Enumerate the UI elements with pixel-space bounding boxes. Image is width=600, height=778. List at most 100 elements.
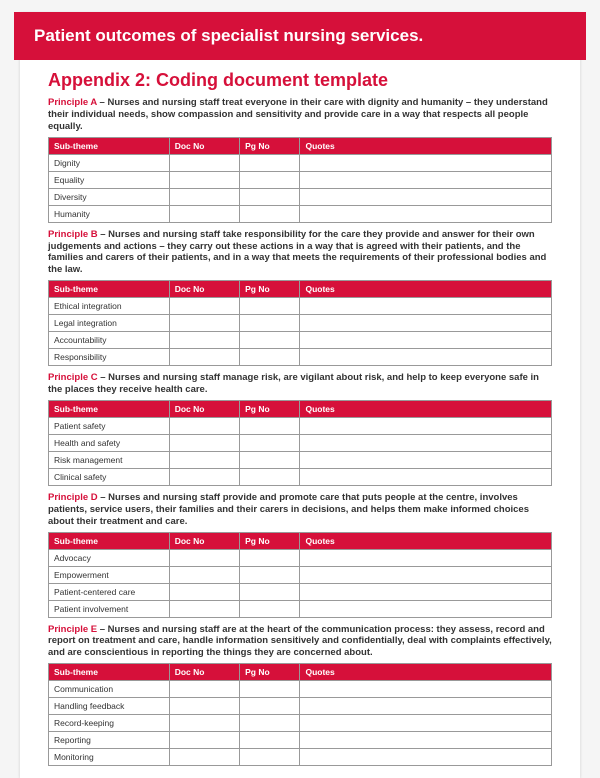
empty-cell [240, 451, 300, 468]
empty-cell [300, 749, 552, 766]
empty-cell [300, 732, 552, 749]
principle-blurb: Principle E – Nurses and nursing staff a… [48, 624, 552, 660]
empty-cell [240, 171, 300, 188]
table-row: Patient-centered care [49, 583, 552, 600]
subtheme-cell: Advocacy [49, 549, 170, 566]
empty-cell [169, 600, 239, 617]
principle-text: – Nurses and nursing staff are at the he… [48, 624, 552, 659]
principle-name: Principle D [48, 492, 98, 503]
page-banner: Patient outcomes of specialist nursing s… [14, 12, 586, 60]
empty-cell [300, 332, 552, 349]
table-header-cell: Sub-theme [49, 400, 170, 417]
empty-cell [169, 583, 239, 600]
empty-cell [169, 451, 239, 468]
table-header-cell: Pg No [240, 532, 300, 549]
subtheme-cell: Empowerment [49, 566, 170, 583]
empty-cell [240, 566, 300, 583]
table-row: Monitoring [49, 749, 552, 766]
subtheme-cell: Risk management [49, 451, 170, 468]
empty-cell [300, 566, 552, 583]
subtheme-cell: Reporting [49, 732, 170, 749]
principle-name: Principle E [48, 624, 97, 635]
table-row: Equality [49, 171, 552, 188]
content-area: Appendix 2: Coding document template Pri… [20, 70, 580, 766]
principle-blurb: Principle C – Nurses and nursing staff m… [48, 372, 552, 396]
empty-cell [240, 154, 300, 171]
table-header-cell: Pg No [240, 281, 300, 298]
table-header-cell: Doc No [169, 137, 239, 154]
table-row: Humanity [49, 205, 552, 222]
table-header-cell: Sub-theme [49, 532, 170, 549]
principle-blurb: Principle D – Nurses and nursing staff p… [48, 492, 552, 528]
empty-cell [169, 171, 239, 188]
empty-cell [169, 468, 239, 485]
empty-cell [300, 583, 552, 600]
empty-cell [300, 417, 552, 434]
principle-text: – Nurses and nursing staff provide and p… [48, 492, 529, 527]
principle-name: Principle C [48, 372, 98, 383]
principles-list: Principle A – Nurses and nursing staff t… [48, 97, 552, 766]
empty-cell [240, 549, 300, 566]
empty-cell [240, 349, 300, 366]
table-header-cell: Pg No [240, 664, 300, 681]
appendix-title: Appendix 2: Coding document template [48, 70, 552, 91]
empty-cell [300, 188, 552, 205]
table-header-cell: Doc No [169, 400, 239, 417]
empty-cell [240, 600, 300, 617]
principle-table: Sub-themeDoc NoPg NoQuotesEthical integr… [48, 280, 552, 366]
table-row: Patient involvement [49, 600, 552, 617]
subtheme-cell: Communication [49, 681, 170, 698]
subtheme-cell: Patient-centered care [49, 583, 170, 600]
subtheme-cell: Responsibility [49, 349, 170, 366]
empty-cell [240, 205, 300, 222]
empty-cell [169, 434, 239, 451]
table-row: Communication [49, 681, 552, 698]
subtheme-cell: Diversity [49, 188, 170, 205]
empty-cell [300, 205, 552, 222]
document-page: Patient outcomes of specialist nursing s… [20, 12, 580, 778]
empty-cell [240, 681, 300, 698]
table-row: Patient safety [49, 417, 552, 434]
empty-cell [169, 417, 239, 434]
principle-table: Sub-themeDoc NoPg NoQuotesPatient safety… [48, 400, 552, 486]
empty-cell [169, 715, 239, 732]
empty-cell [169, 332, 239, 349]
table-row: Accountability [49, 332, 552, 349]
banner-title: Patient outcomes of specialist nursing s… [34, 26, 423, 45]
subtheme-cell: Legal integration [49, 315, 170, 332]
table-row: Clinical safety [49, 468, 552, 485]
empty-cell [169, 732, 239, 749]
principle-table: Sub-themeDoc NoPg NoQuotesCommunicationH… [48, 663, 552, 766]
empty-cell [169, 315, 239, 332]
subtheme-cell: Patient safety [49, 417, 170, 434]
empty-cell [169, 298, 239, 315]
table-row: Advocacy [49, 549, 552, 566]
empty-cell [300, 715, 552, 732]
empty-cell [240, 298, 300, 315]
empty-cell [300, 298, 552, 315]
empty-cell [240, 468, 300, 485]
subtheme-cell: Health and safety [49, 434, 170, 451]
principle-text: – Nurses and nursing staff take responsi… [48, 229, 546, 276]
subtheme-cell: Monitoring [49, 749, 170, 766]
principle-text: – Nurses and nursing staff treat everyon… [48, 97, 548, 132]
table-header-cell: Quotes [300, 664, 552, 681]
empty-cell [169, 698, 239, 715]
empty-cell [169, 749, 239, 766]
table-header-cell: Quotes [300, 281, 552, 298]
empty-cell [169, 566, 239, 583]
table-row: Reporting [49, 732, 552, 749]
empty-cell [300, 468, 552, 485]
empty-cell [300, 451, 552, 468]
principle-blurb: Principle B – Nurses and nursing staff t… [48, 229, 552, 277]
empty-cell [300, 549, 552, 566]
subtheme-cell: Ethical integration [49, 298, 170, 315]
table-header-cell: Pg No [240, 400, 300, 417]
empty-cell [240, 434, 300, 451]
table-row: Legal integration [49, 315, 552, 332]
empty-cell [169, 188, 239, 205]
empty-cell [300, 349, 552, 366]
subtheme-cell: Handling feedback [49, 698, 170, 715]
table-row: Dignity [49, 154, 552, 171]
table-header-cell: Doc No [169, 664, 239, 681]
